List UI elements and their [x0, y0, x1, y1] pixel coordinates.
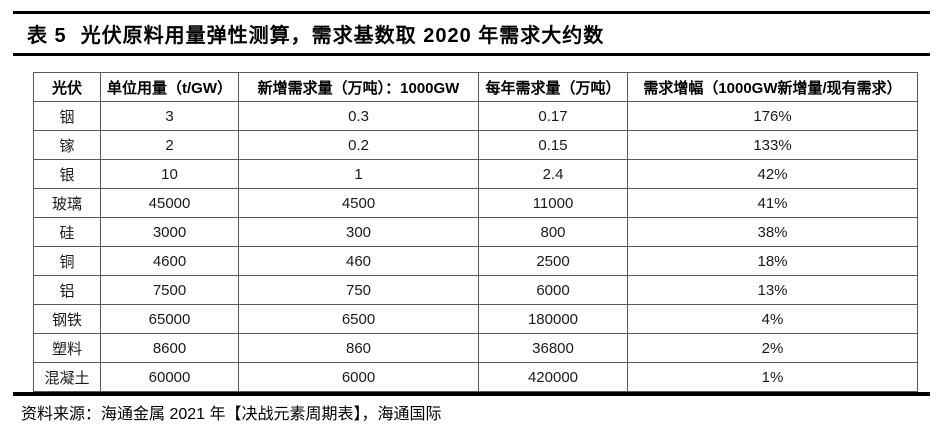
table-row: 硅 3000 300 800 38% [33, 217, 918, 247]
header-material: 光伏 [33, 72, 101, 102]
value-cell: 7500 [100, 275, 239, 305]
material-cell: 硅 [33, 217, 101, 247]
value-cell: 2% [627, 333, 918, 363]
table-row: 玻璃 45000 4500 11000 41% [33, 188, 918, 218]
value-cell: 18% [627, 246, 918, 276]
material-cell: 铜 [33, 246, 101, 276]
value-cell: 420000 [478, 362, 628, 392]
value-cell: 3 [100, 101, 239, 131]
table-row: 铜 4600 460 2500 18% [33, 246, 918, 276]
source-note: 资料来源：海通金属 2021 年【决战元素周期表】，海通国际 [21, 406, 442, 423]
value-cell: 60000 [100, 362, 239, 392]
materials-table: 光伏 单位用量（t/GW） 新增需求量（万吨）：1000GW 每年需求量（万吨）… [33, 72, 918, 392]
table-row: 钢铁 65000 6500 180000 4% [33, 304, 918, 334]
header-unit-usage: 单位用量（t/GW） [100, 72, 239, 102]
table-title: 表 5 光伏原料用量弹性测算，需求基数取 2020 年需求大约数 [27, 19, 604, 48]
table-row: 银 10 1 2.4 42% [33, 159, 918, 189]
value-cell: 2.4 [478, 159, 628, 189]
value-cell: 6500 [238, 304, 479, 334]
title-rule-top [13, 11, 930, 14]
table-title-label: 表 5 [27, 25, 67, 47]
value-cell: 800 [478, 217, 628, 247]
value-cell: 45000 [100, 188, 239, 218]
footer-rule [13, 392, 930, 396]
material-cell: 铝 [33, 275, 101, 305]
value-cell: 38% [627, 217, 918, 247]
value-cell: 860 [238, 333, 479, 363]
value-cell: 11000 [478, 188, 628, 218]
value-cell: 0.2 [238, 130, 479, 160]
value-cell: 4500 [238, 188, 479, 218]
value-cell: 6000 [238, 362, 479, 392]
value-cell: 10 [100, 159, 239, 189]
value-cell: 300 [238, 217, 479, 247]
value-cell: 0.17 [478, 101, 628, 131]
table-row: 铝 7500 750 6000 13% [33, 275, 918, 305]
header-row: 光伏 单位用量（t/GW） 新增需求量（万吨）：1000GW 每年需求量（万吨）… [33, 72, 918, 102]
table-row: 铟 3 0.3 0.17 176% [33, 101, 918, 131]
value-cell: 36800 [478, 333, 628, 363]
value-cell: 1 [238, 159, 479, 189]
value-cell: 6000 [478, 275, 628, 305]
value-cell: 0.15 [478, 130, 628, 160]
material-cell: 铟 [33, 101, 101, 131]
material-cell: 钢铁 [33, 304, 101, 334]
value-cell: 65000 [100, 304, 239, 334]
value-cell: 460 [238, 246, 479, 276]
table-row: 镓 2 0.2 0.15 133% [33, 130, 918, 160]
title-rule-bottom [13, 53, 930, 56]
table-row: 混凝土 60000 6000 420000 1% [33, 362, 918, 392]
value-cell: 180000 [478, 304, 628, 334]
header-demand-growth: 需求增幅（1000GW新增量/现有需求） [627, 72, 918, 102]
value-cell: 4600 [100, 246, 239, 276]
table-body: 铟 3 0.3 0.17 176% 镓 2 0.2 0.15 133% 银 10 1 2.4 42% 玻璃 45… [33, 101, 918, 392]
value-cell: 41% [627, 188, 918, 218]
value-cell: 13% [627, 275, 918, 305]
table-row: 塑料 8600 860 36800 2% [33, 333, 918, 363]
header-annual-demand: 每年需求量（万吨） [478, 72, 628, 102]
header-new-demand: 新增需求量（万吨）：1000GW [238, 72, 479, 102]
value-cell: 1% [627, 362, 918, 392]
value-cell: 4% [627, 304, 918, 334]
value-cell: 3000 [100, 217, 239, 247]
value-cell: 42% [627, 159, 918, 189]
value-cell: 133% [627, 130, 918, 160]
value-cell: 2500 [478, 246, 628, 276]
value-cell: 8600 [100, 333, 239, 363]
value-cell: 0.3 [238, 101, 479, 131]
value-cell: 176% [627, 101, 918, 131]
value-cell: 2 [100, 130, 239, 160]
material-cell: 玻璃 [33, 188, 101, 218]
material-cell: 塑料 [33, 333, 101, 363]
value-cell: 750 [238, 275, 479, 305]
table-title-text: 光伏原料用量弹性测算，需求基数取 2020 年需求大约数 [80, 25, 605, 47]
material-cell: 镓 [33, 130, 101, 160]
material-cell: 混凝土 [33, 362, 101, 392]
material-cell: 银 [33, 159, 101, 189]
